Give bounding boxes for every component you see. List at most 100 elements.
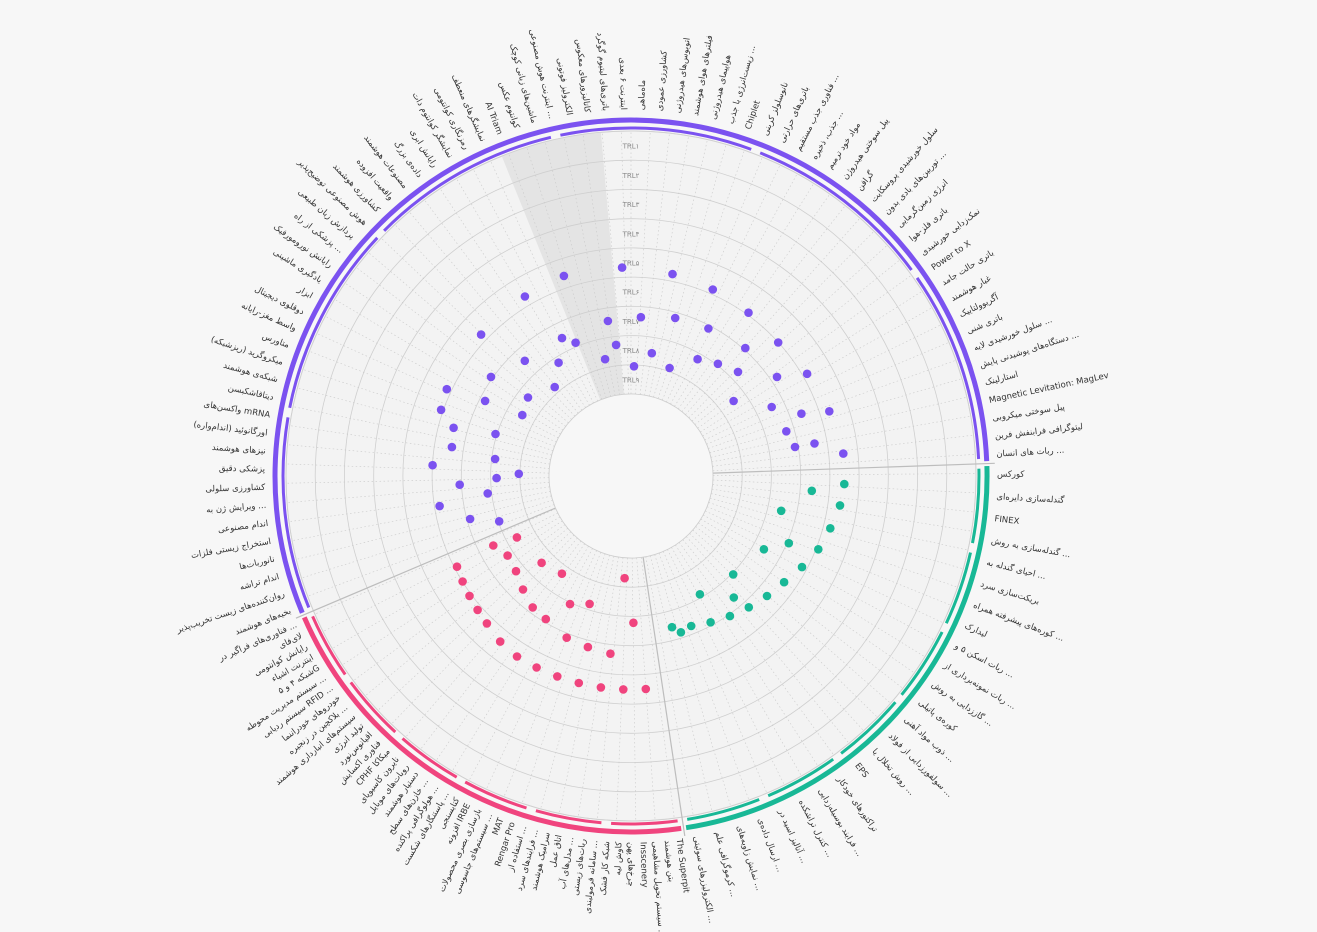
tech-point-purple[interactable] — [629, 362, 639, 371]
tech-point-purple[interactable] — [483, 489, 493, 498]
tech-point-green[interactable] — [807, 486, 817, 496]
tech-point-green[interactable] — [779, 577, 789, 587]
tech-point-purple[interactable] — [665, 363, 674, 373]
tech-point-purple[interactable] — [704, 324, 713, 333]
tech-point-green[interactable] — [826, 524, 835, 533]
tech-point-purple[interactable] — [520, 292, 530, 301]
tech-point-purple[interactable] — [492, 473, 501, 483]
tech-point-pink[interactable] — [532, 663, 541, 672]
tech-point-purple[interactable] — [428, 460, 437, 470]
tech-point-pink[interactable] — [537, 558, 546, 568]
tech-point-purple[interactable] — [693, 354, 702, 364]
tech-point-purple[interactable] — [449, 423, 458, 433]
tech-point-green[interactable] — [667, 622, 677, 632]
tech-point-purple[interactable] — [491, 429, 500, 439]
tech-point-purple[interactable] — [442, 384, 452, 394]
tech-point-pink[interactable] — [553, 672, 562, 681]
tech-point-pink[interactable] — [606, 649, 615, 658]
tech-point-purple[interactable] — [810, 439, 819, 448]
tech-point-green[interactable] — [728, 570, 738, 579]
tech-point-pink[interactable] — [565, 599, 575, 609]
tech-point-purple[interactable] — [603, 316, 613, 326]
tech-point-green[interactable] — [840, 479, 849, 489]
tech-point-green[interactable] — [725, 611, 735, 621]
tech-point-pink[interactable] — [465, 591, 474, 601]
tech-point-purple[interactable] — [435, 501, 444, 511]
tech-point-purple[interactable] — [772, 372, 782, 382]
tech-point-pink[interactable] — [458, 577, 467, 586]
tech-point-purple[interactable] — [520, 356, 530, 366]
tech-point-pink[interactable] — [518, 585, 528, 594]
tech-point-pink[interactable] — [489, 541, 498, 550]
tech-point-pink[interactable] — [511, 566, 521, 576]
tech-point-pink[interactable] — [541, 614, 551, 624]
tech-point-green[interactable] — [776, 506, 786, 516]
tech-point-purple[interactable] — [782, 427, 791, 436]
tech-point-purple[interactable] — [741, 343, 750, 353]
tech-point-purple[interactable] — [802, 369, 812, 379]
tech-point-purple[interactable] — [839, 449, 848, 458]
tech-point-green[interactable] — [762, 591, 772, 601]
tech-point-pink[interactable] — [562, 633, 571, 642]
tech-point-purple[interactable] — [571, 338, 580, 348]
tech-point-pink[interactable] — [495, 637, 505, 646]
tech-point-purple[interactable] — [773, 338, 783, 347]
tech-point-green[interactable] — [706, 618, 715, 627]
tech-point-pink[interactable] — [620, 573, 629, 583]
tech-point-green[interactable] — [784, 538, 794, 548]
tech-point-pink[interactable] — [503, 551, 512, 560]
tech-point-purple[interactable] — [733, 367, 743, 377]
tech-point-purple[interactable] — [767, 402, 776, 412]
tech-point-purple[interactable] — [480, 396, 490, 406]
tech-point-purple[interactable] — [636, 312, 646, 322]
tech-point-purple[interactable] — [455, 480, 465, 490]
tech-point-purple[interactable] — [554, 358, 563, 368]
tech-point-pink[interactable] — [596, 683, 606, 692]
tech-point-green[interactable] — [744, 603, 754, 612]
tech-point-green[interactable] — [797, 562, 807, 572]
tech-point-green[interactable] — [814, 545, 823, 554]
tech-point-purple[interactable] — [600, 354, 610, 364]
tech-point-pink[interactable] — [574, 678, 584, 688]
tech-point-pink[interactable] — [473, 605, 482, 615]
tech-point-pink[interactable] — [482, 619, 492, 628]
tech-point-pink[interactable] — [557, 569, 567, 578]
tech-point-pink[interactable] — [528, 603, 537, 612]
tech-point-purple[interactable] — [729, 396, 738, 406]
tech-point-green[interactable] — [686, 621, 696, 631]
tech-point-purple[interactable] — [550, 382, 559, 392]
tech-point-pink[interactable] — [585, 599, 594, 609]
tech-point-purple[interactable] — [647, 348, 657, 358]
tech-point-purple[interactable] — [611, 340, 621, 350]
tech-point-pink[interactable] — [452, 562, 462, 571]
tech-point-pink[interactable] — [629, 618, 638, 628]
tech-point-purple[interactable] — [486, 372, 496, 382]
tech-point-pink[interactable] — [512, 533, 522, 542]
tech-point-green[interactable] — [759, 545, 769, 554]
tech-point-purple[interactable] — [559, 271, 569, 281]
tech-point-purple[interactable] — [518, 410, 527, 420]
tech-point-purple[interactable] — [476, 330, 486, 339]
tech-point-pink[interactable] — [641, 684, 651, 694]
tech-point-purple[interactable] — [465, 514, 475, 524]
tech-point-purple[interactable] — [825, 407, 834, 416]
tech-point-purple[interactable] — [436, 405, 446, 415]
tech-point-green[interactable] — [695, 590, 705, 599]
tech-point-purple[interactable] — [708, 285, 718, 294]
tech-point-purple[interactable] — [713, 359, 723, 369]
tech-point-green[interactable] — [835, 501, 845, 510]
tech-point-purple[interactable] — [668, 269, 677, 279]
tech-point-purple[interactable] — [744, 308, 753, 318]
tech-point-purple[interactable] — [490, 454, 500, 464]
tech-point-pink[interactable] — [619, 685, 628, 694]
tech-point-purple[interactable] — [670, 313, 680, 323]
tech-point-purple[interactable] — [790, 442, 800, 452]
tech-point-purple[interactable] — [617, 263, 627, 272]
tech-point-pink[interactable] — [512, 652, 522, 661]
tech-point-green[interactable] — [676, 628, 686, 637]
tech-point-purple[interactable] — [523, 393, 533, 402]
tech-point-purple[interactable] — [447, 442, 457, 452]
tech-point-purple[interactable] — [797, 409, 806, 419]
tech-point-green[interactable] — [729, 593, 739, 602]
tech-point-purple[interactable] — [514, 469, 524, 479]
